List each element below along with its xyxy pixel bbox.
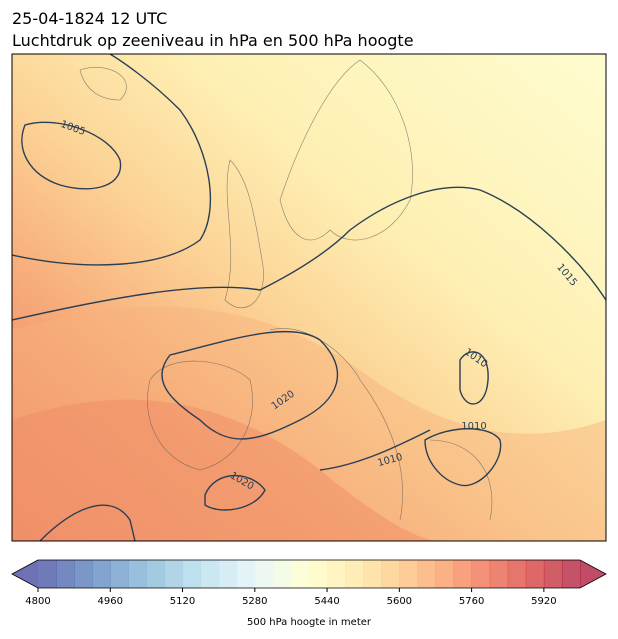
colorbar-swatch xyxy=(200,560,220,588)
colorbar-swatch xyxy=(110,560,129,588)
colorbar: 4800 4960 5120 5280 5440 5600 5760 5920 xyxy=(11,559,607,607)
title-line: 25-04-1824 12 UTC xyxy=(12,9,167,28)
colorbar-swatch xyxy=(272,560,292,588)
colorbar-tick-label: 5600 xyxy=(387,596,412,607)
coastline xyxy=(79,67,127,101)
colorbar-swatch xyxy=(254,560,274,588)
colorbar-swatch xyxy=(471,560,491,588)
colorbar-swatch xyxy=(507,560,527,588)
colorbar-tick-label: 5440 xyxy=(314,596,339,607)
colorbar-swatch xyxy=(74,560,93,588)
colorbar-swatch xyxy=(236,560,256,588)
map-frame xyxy=(11,53,607,542)
isobar xyxy=(424,428,502,487)
colorbar-swatch xyxy=(399,560,418,588)
colorbar-swatch xyxy=(56,560,75,588)
isobar-label: 1010 xyxy=(461,421,486,432)
colorbar-tick-label: 5120 xyxy=(170,596,195,607)
colorbar-tick-label: 5280 xyxy=(242,596,267,607)
isobar xyxy=(12,186,606,321)
colorbar-extend xyxy=(12,560,38,588)
colorbar-swatch xyxy=(453,560,473,588)
height-band xyxy=(12,399,440,541)
colorbar-swatch xyxy=(435,560,455,588)
colorbar-swatch xyxy=(128,560,147,588)
colorbar-outline xyxy=(11,559,607,589)
colorbar-swatch xyxy=(345,560,364,588)
colorbar-swatch xyxy=(92,560,111,588)
colorbar-swatch xyxy=(489,560,509,588)
title-line: Luchtdruk op zeeniveau in hPa en 500 hPa… xyxy=(12,31,414,50)
colorbar-swatch xyxy=(561,560,581,588)
colorbar-swatch xyxy=(363,560,382,588)
colorbar-swatch xyxy=(290,560,310,588)
isobar xyxy=(459,351,489,405)
colorbar-swatch xyxy=(543,560,563,588)
colorbar-swatch xyxy=(417,560,436,588)
coastline xyxy=(224,159,264,309)
colorbar-swatch xyxy=(218,560,238,588)
isobar xyxy=(12,54,212,266)
colorbar-swatch xyxy=(381,560,400,588)
colorbar-swatch xyxy=(164,560,184,588)
colorbar-extend xyxy=(580,560,606,588)
colorbar-label: 500 hPa hoogte in meter xyxy=(247,617,372,628)
isobar xyxy=(21,121,122,190)
colorbar-swatch xyxy=(327,560,346,588)
colorbar-tick-label: 4800 xyxy=(25,596,50,607)
colorbar-swatch xyxy=(182,560,202,588)
isobar xyxy=(161,330,339,440)
colorbar-swatch xyxy=(309,560,328,588)
isobar xyxy=(204,429,431,511)
colorbar-tick-label: 4960 xyxy=(98,596,123,607)
colorbar-tick-label: 5760 xyxy=(459,596,484,607)
colorbar-tick-label: 5920 xyxy=(531,596,556,607)
colorbar-swatch xyxy=(525,560,545,588)
coastline xyxy=(279,59,413,241)
colorbar-swatch xyxy=(38,560,57,588)
coastline xyxy=(147,360,253,471)
isobar xyxy=(39,504,136,541)
colorbar-swatch xyxy=(146,560,165,588)
